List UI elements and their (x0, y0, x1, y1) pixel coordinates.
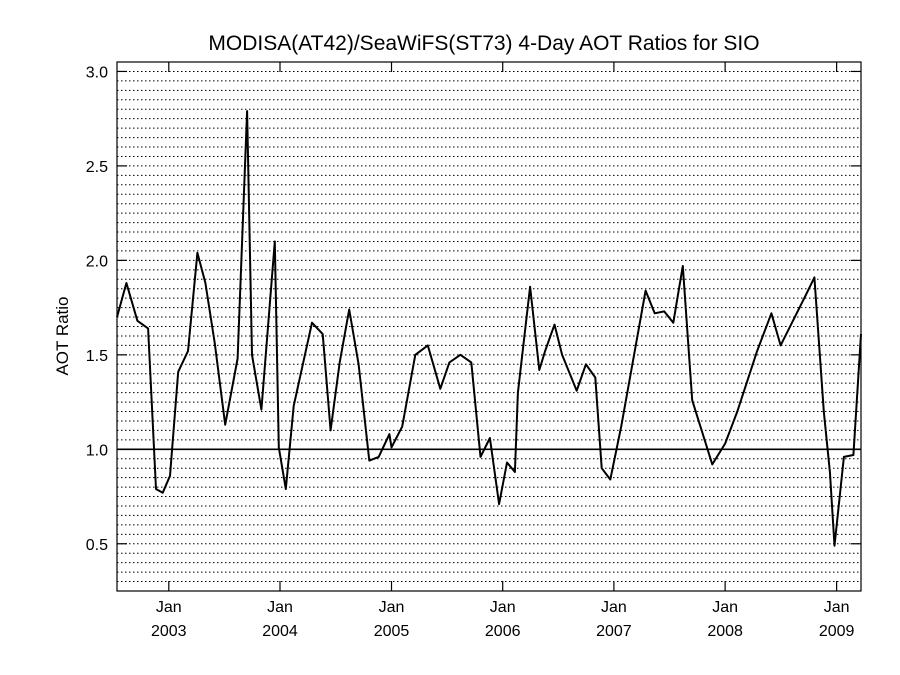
x-tick-year-label: 2005 (374, 623, 410, 640)
x-tick-month-label: Jan (490, 599, 516, 616)
grid (117, 61, 861, 592)
x-tick-year-label: 2004 (262, 623, 298, 640)
series-line-0 (116, 110, 862, 547)
chart-title: MODISA(AT42)/SeaWiFS(ST73) 4-Day AOT Rat… (208, 32, 759, 55)
y-axis-label: AOT Ratio (53, 296, 72, 375)
x-tick-month-label: Jan (267, 599, 293, 616)
x-tick-year-label: 2008 (707, 623, 743, 640)
x-tick-month-label: Jan (379, 599, 405, 616)
x-tick-month-label: Jan (712, 599, 738, 616)
x-tick-year-label: 2007 (596, 623, 632, 640)
y-tick-label: 2.5 (86, 159, 108, 176)
x-tick-year-label: 2009 (819, 623, 855, 640)
x-tick-year-label: 2003 (151, 623, 187, 640)
series-layer (116, 110, 862, 547)
y-tick-label: 0.5 (86, 537, 108, 554)
y-axis-ticks: 0.5 1.0 1.5 2.0 2.5 3.0 (86, 64, 861, 554)
x-axis-ticks: Jan 2003 Jan 2004 Jan 2005 Jan 2006 Jan 2007 Jan 20… (151, 62, 855, 640)
x-tick-month-label: Jan (601, 599, 627, 616)
plot-frame (116, 61, 862, 592)
y-tick-label: 2.0 (86, 253, 108, 270)
y-tick-label: 1.5 (86, 348, 108, 365)
x-tick-year-label: 2006 (485, 623, 521, 640)
y-tick-label: 3.0 (86, 64, 108, 81)
x-tick-month-label: Jan (824, 599, 850, 616)
y-tick-label: 1.0 (86, 442, 108, 459)
x-tick-month-label: Jan (156, 599, 182, 616)
